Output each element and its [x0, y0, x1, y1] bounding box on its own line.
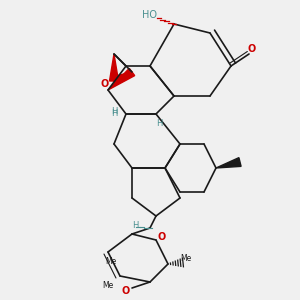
Text: H: H: [156, 118, 162, 127]
Text: H: H: [132, 220, 138, 230]
Text: H: H: [111, 110, 117, 118]
Polygon shape: [112, 72, 132, 85]
Polygon shape: [216, 158, 241, 168]
Text: Me: Me: [105, 257, 117, 266]
Text: Me: Me: [180, 254, 192, 263]
Text: O: O: [248, 44, 256, 55]
Text: H: H: [111, 106, 117, 116]
Text: HO: HO: [142, 10, 158, 20]
Text: Me: Me: [102, 281, 114, 290]
Text: O: O: [122, 286, 130, 296]
Polygon shape: [110, 54, 118, 81]
Text: O: O: [101, 79, 109, 89]
Polygon shape: [108, 68, 135, 90]
Text: O: O: [158, 232, 166, 242]
